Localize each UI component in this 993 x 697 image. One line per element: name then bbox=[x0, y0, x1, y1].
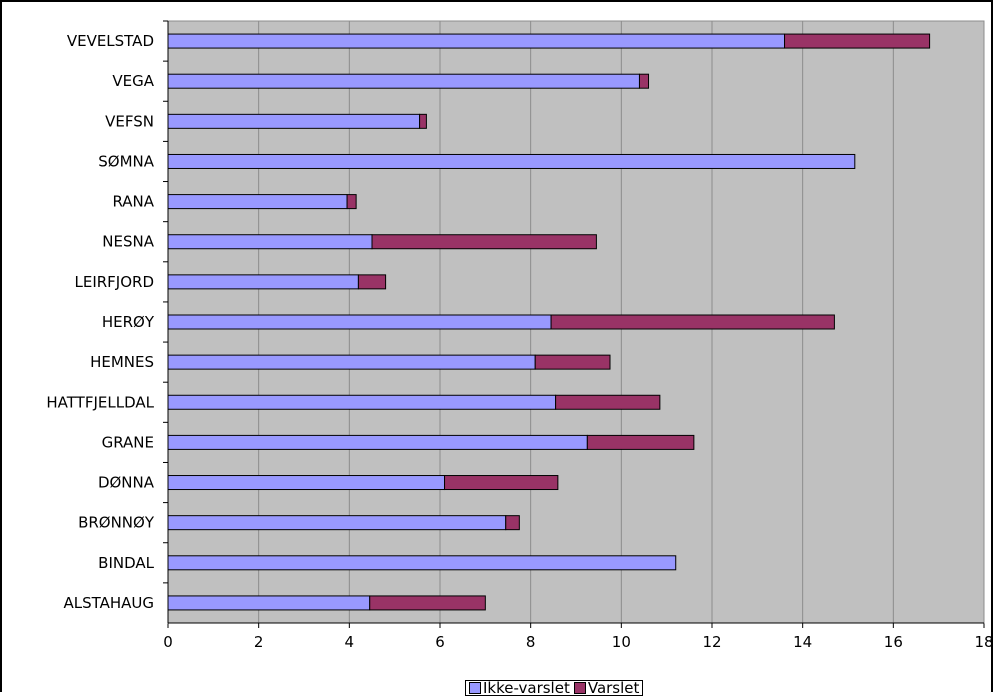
category-label: HATTFJELLDAL bbox=[46, 393, 154, 411]
bar-segment-varslet bbox=[638, 73, 650, 89]
bar-segment-varslet bbox=[346, 194, 357, 210]
bar-segment-varslet bbox=[369, 595, 486, 611]
category-label: HEMNES bbox=[90, 353, 154, 371]
legend-item-ikke-varslet: Ikke-varslet bbox=[469, 678, 570, 697]
category-label: VEFSN bbox=[105, 112, 154, 130]
bar-segment-varslet bbox=[586, 434, 695, 450]
bar-segment-varslet bbox=[555, 394, 661, 410]
category-label: VEVELSTAD bbox=[67, 32, 154, 50]
x-tick-label: 2 bbox=[254, 633, 264, 651]
bar-segment-varslet bbox=[371, 234, 597, 250]
bar-segment-ikke-varslet bbox=[167, 153, 856, 169]
legend: Ikke-varslet Varslet bbox=[465, 678, 644, 697]
bar-segment-ikke-varslet bbox=[167, 475, 446, 491]
legend-item-varslet: Varslet bbox=[573, 678, 640, 697]
legend-label-varslet: Varslet bbox=[587, 678, 640, 697]
bar-segment-ikke-varslet bbox=[167, 515, 507, 531]
category-label: NESNA bbox=[102, 233, 154, 251]
bar-segment-ikke-varslet bbox=[167, 73, 640, 89]
bar-segment-ikke-varslet bbox=[167, 234, 373, 250]
x-tick-label: 16 bbox=[884, 633, 903, 651]
legend-swatch-ikke-varslet bbox=[469, 682, 481, 694]
x-tick-label: 10 bbox=[612, 633, 631, 651]
bar-segment-ikke-varslet bbox=[167, 595, 371, 611]
x-tick-label: 12 bbox=[702, 633, 721, 651]
x-tick-label: 0 bbox=[163, 633, 173, 651]
bar-segment-varslet bbox=[534, 354, 611, 370]
x-tick-label: 6 bbox=[435, 633, 445, 651]
x-tick-label: 14 bbox=[793, 633, 812, 651]
category-label: RANA bbox=[112, 193, 154, 211]
category-label: BINDAL bbox=[98, 554, 154, 572]
bar-segment-varslet bbox=[444, 475, 559, 491]
bar-segment-ikke-varslet bbox=[167, 394, 557, 410]
bar-segment-varslet bbox=[784, 33, 931, 49]
category-label: ALSTAHAUG bbox=[63, 594, 154, 612]
bar-segment-ikke-varslet bbox=[167, 113, 421, 129]
x-tick-label: 4 bbox=[345, 633, 355, 651]
bar-segment-varslet bbox=[550, 314, 835, 330]
category-label: GRANE bbox=[102, 433, 154, 451]
category-label: LEIRFJORD bbox=[74, 273, 154, 291]
bar-segment-ikke-varslet bbox=[167, 314, 552, 330]
category-label: SØMNA bbox=[98, 152, 154, 170]
bar-segment-varslet bbox=[357, 274, 387, 290]
bar-segment-varslet bbox=[419, 113, 427, 129]
bar-segment-ikke-varslet bbox=[167, 434, 588, 450]
category-label: VEGA bbox=[112, 72, 154, 90]
bar-segment-varslet bbox=[505, 515, 520, 531]
category-label: DØNNA bbox=[98, 474, 155, 492]
bar-segment-ikke-varslet bbox=[167, 274, 359, 290]
x-tick-label: 18 bbox=[974, 633, 993, 651]
bar-segment-ikke-varslet bbox=[167, 555, 677, 571]
x-tick-label: 8 bbox=[526, 633, 536, 651]
legend-swatch-varslet bbox=[573, 682, 586, 694]
bar-segment-ikke-varslet bbox=[167, 354, 536, 370]
bar-segment-ikke-varslet bbox=[167, 194, 348, 210]
category-label: BRØNNØY bbox=[78, 514, 155, 532]
bar-segment-ikke-varslet bbox=[167, 33, 786, 49]
category-label: HERØY bbox=[102, 313, 155, 331]
legend-label-ikke-varslet: Ikke-varslet bbox=[483, 678, 570, 697]
